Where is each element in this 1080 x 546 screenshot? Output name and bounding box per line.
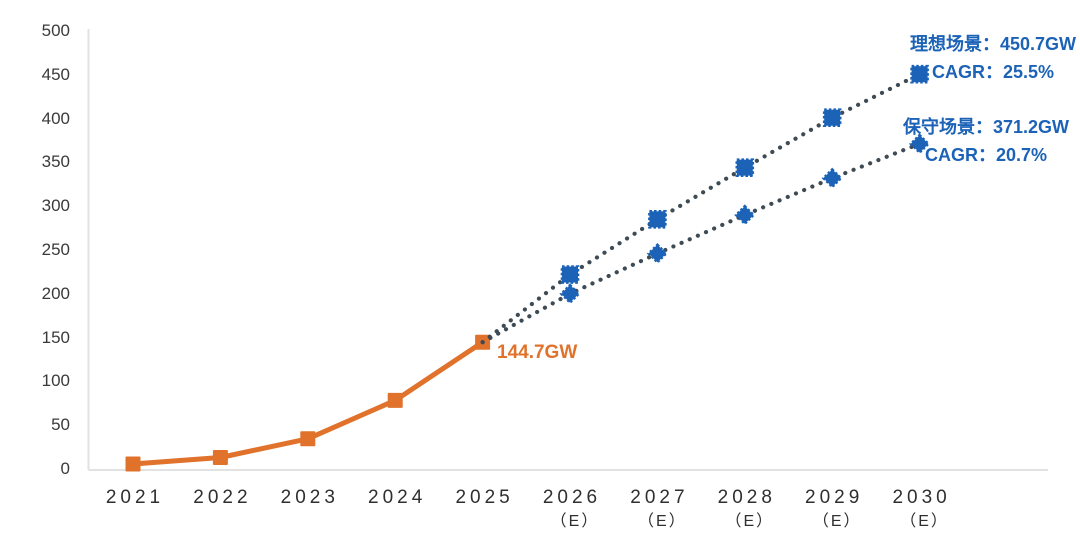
ideal-scenario-value-label: 理想场景：450.7GW: [909, 34, 1077, 54]
ideal-point-marker: [648, 210, 667, 229]
conservative-scenario-value-label: 保守场景：371.2GW: [902, 117, 1070, 137]
historical-point-marker: [300, 431, 316, 447]
ideal-projection-line: [480, 72, 922, 345]
conservative-point-marker: [909, 133, 931, 155]
conservative-projection-line: [480, 141, 922, 345]
conservative-scenario-annotation: 保守场景：371.2GW CAGR：20.7%: [900, 113, 1072, 169]
current-2025-value-label: 144.7GW: [497, 342, 578, 363]
ideal-scenario-cagr-label: CAGR：25.5%: [931, 62, 1055, 82]
ideal-point-marker: [822, 108, 842, 128]
conservative-point-marker: [559, 283, 581, 305]
conservative-point-marker: [821, 167, 843, 189]
conservative-scenario-cagr-label: CAGR：20.7%: [924, 145, 1048, 165]
conservative-point-marker: [734, 204, 756, 226]
historical-point-marker: [125, 456, 141, 472]
ideal-scenario-annotation: 理想场景：450.7GW CAGR：25.5%: [908, 30, 1078, 86]
ideal-point-marker: [735, 158, 755, 177]
historical-point-marker: [212, 450, 228, 466]
ideal-point-marker: [560, 265, 580, 284]
conservative-point-marker: [646, 242, 668, 265]
historical-point-marker: [387, 392, 403, 408]
ideal-point-marker: [910, 64, 929, 84]
